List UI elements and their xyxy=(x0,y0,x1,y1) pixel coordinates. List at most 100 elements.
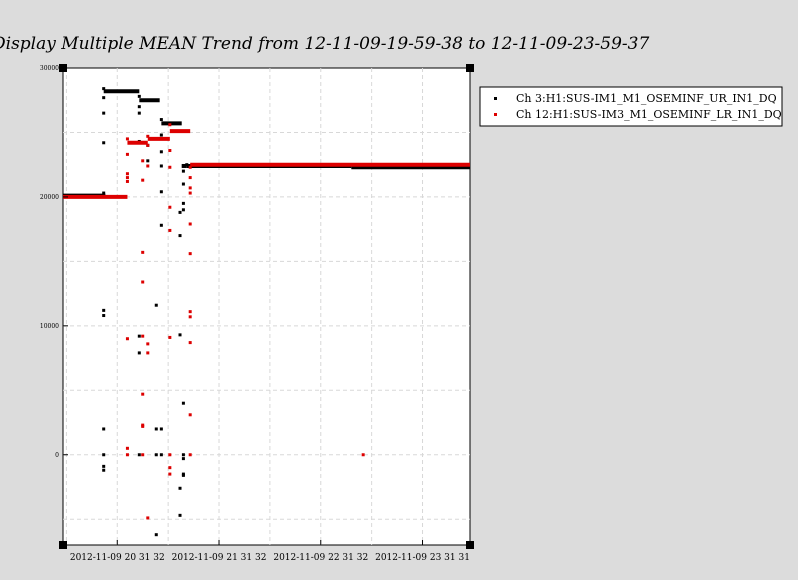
series-1-point xyxy=(137,105,141,109)
series-1-point xyxy=(181,208,185,212)
series-2-point xyxy=(188,413,192,417)
series-2-point xyxy=(141,334,145,338)
series-1-point xyxy=(146,159,150,163)
series-1-point xyxy=(102,308,106,312)
series-1-point xyxy=(137,94,141,98)
corner-handle xyxy=(466,541,474,549)
x-tick-label: 2012-11-09 21 31 32 xyxy=(172,553,267,563)
x-tick-label: 2012-11-09 23 31 31 xyxy=(375,553,470,563)
legend-label-2: Ch 12:H1:SUS-IM3_M1_OSEMINF_LR_IN1_DQ xyxy=(516,108,782,121)
series-2 xyxy=(63,123,470,520)
series-1-point xyxy=(178,486,182,490)
series-2-point xyxy=(168,165,172,169)
series-2-point xyxy=(168,335,172,339)
series-2-point xyxy=(188,165,192,169)
series-2-point xyxy=(188,341,192,345)
series-2-point xyxy=(188,310,192,314)
series-1-point xyxy=(159,427,163,431)
axis-layer: 0 10000 20000 30000 2012-11-09 20 31 32 2012-… xyxy=(40,65,470,563)
series-2-point xyxy=(188,453,192,457)
plot-corner-handles xyxy=(59,64,474,549)
series-1-point xyxy=(159,133,163,137)
series-1-point xyxy=(159,150,163,154)
series-1-point xyxy=(178,210,182,214)
series-2-point xyxy=(188,315,192,319)
x-tick-label: 2012-11-09 20 31 32 xyxy=(70,553,165,563)
chart-title: Display Multiple MEAN Trend from 12-11-0… xyxy=(0,34,650,54)
series-1-point xyxy=(102,314,106,318)
series-2-point xyxy=(146,143,150,147)
series-2-point xyxy=(361,453,365,457)
series-2-point xyxy=(141,453,145,457)
series-1-point xyxy=(159,453,163,457)
series-2-point xyxy=(146,351,150,355)
series-2-point xyxy=(141,280,145,284)
y-tick-label: 20000 xyxy=(40,194,59,201)
series-1-point xyxy=(102,141,106,145)
series-2-point xyxy=(146,164,150,168)
series-1-point xyxy=(159,118,163,122)
series-1-point xyxy=(181,164,185,168)
series-2-point xyxy=(168,228,172,232)
series-2-point xyxy=(141,178,145,182)
series-1-point xyxy=(154,427,158,431)
legend-marker-1 xyxy=(494,97,497,100)
series-2-point xyxy=(125,152,129,156)
series-2-point xyxy=(168,123,172,127)
series-1-point xyxy=(137,111,141,115)
series-2-point xyxy=(168,205,172,209)
series-1-point xyxy=(159,190,163,194)
series-1-point xyxy=(181,453,185,457)
series-2-point xyxy=(168,149,172,153)
series-1-point xyxy=(181,182,185,186)
series-2-point xyxy=(125,176,129,180)
series-2-point xyxy=(125,337,129,341)
series-1-point xyxy=(178,234,182,238)
series-layer xyxy=(63,87,470,537)
series-1-point xyxy=(159,223,163,227)
series-1-point xyxy=(102,87,106,91)
series-2-point xyxy=(141,392,145,396)
series-1-point xyxy=(181,201,185,205)
series-2-point xyxy=(141,250,145,254)
corner-handle xyxy=(466,64,474,72)
series-1-point xyxy=(154,453,158,457)
corner-handle xyxy=(59,64,67,72)
plot-area xyxy=(62,67,471,546)
series-1-point xyxy=(185,163,189,167)
series-1-point xyxy=(102,468,106,472)
series-2-point xyxy=(125,172,129,176)
series-1-point xyxy=(181,169,185,173)
series-2-point xyxy=(125,179,129,183)
series-1-point xyxy=(178,333,182,337)
series-2-point xyxy=(168,466,172,470)
series-2-point xyxy=(125,453,129,457)
legend: Ch 3:H1:SUS-IM1_M1_OSEMINF_UR_IN1_DQ Ch 1… xyxy=(479,86,783,127)
series-1-point xyxy=(178,513,182,517)
series-2-point xyxy=(188,191,192,195)
grid-lines xyxy=(63,68,470,545)
legend-box xyxy=(479,86,783,127)
series-2-point xyxy=(146,342,150,346)
series-1-point xyxy=(181,457,185,461)
series-1-point xyxy=(102,111,106,115)
series-2-point xyxy=(146,134,150,138)
series-1-point xyxy=(159,164,163,168)
legend-label-1: Ch 3:H1:SUS-IM1_M1_OSEMINF_UR_IN1_DQ xyxy=(516,92,777,105)
series-2-point xyxy=(125,446,129,450)
series-2-point xyxy=(188,176,192,180)
series-2-point xyxy=(141,159,145,163)
series-2-point xyxy=(125,137,129,141)
series-1-point xyxy=(181,401,185,405)
series-2-point xyxy=(188,186,192,190)
series-2-point xyxy=(188,222,192,226)
series-1-point xyxy=(137,351,141,355)
series-2-point xyxy=(141,141,145,145)
series-1-point xyxy=(102,191,106,195)
series-2-point xyxy=(146,516,150,520)
series-1-point xyxy=(181,473,185,477)
corner-handle xyxy=(59,541,67,549)
y-tick-label: 0 xyxy=(55,452,59,459)
